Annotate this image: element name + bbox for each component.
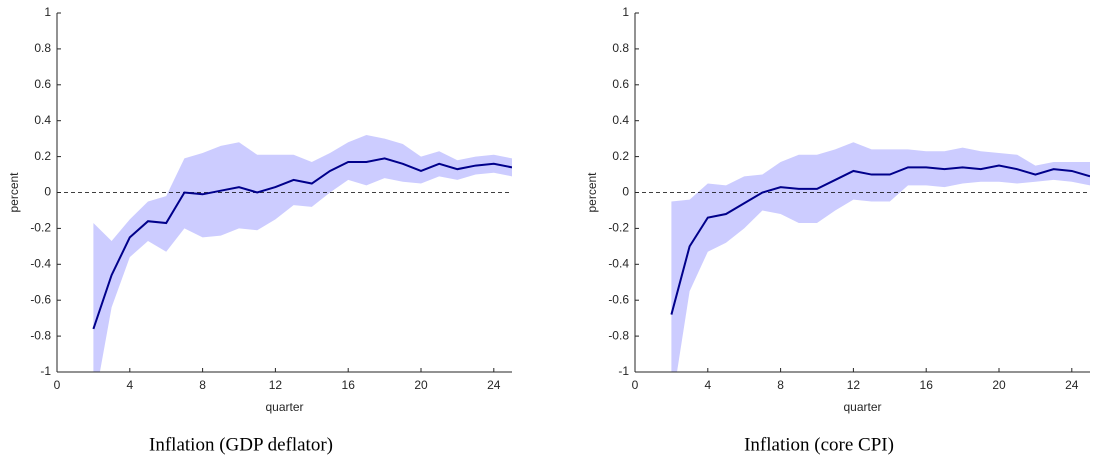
chart: -1 -0.8 -0.6 -0.4 -0.2 0 0.2 0.4 0.6 0.8 1 0 4 8 12 16 2…	[585, 5, 1090, 455]
x-tick-label: 4	[126, 378, 133, 392]
x-tick-label: 0	[632, 378, 639, 392]
x-axis-label: quarter	[265, 400, 303, 414]
x-tick-label: 20	[992, 378, 1006, 392]
line	[92, 157, 512, 330]
chart: -1 -0.8 -0.6 -0.4 -0.2 0 0.2 0.4 0.6 0.8 1 0 4 8 12 16 2…	[7, 5, 512, 455]
y-tick-label: -0.8	[608, 328, 629, 342]
y-tick-label: -0.4	[608, 256, 629, 270]
y-tick-label: -1	[618, 364, 629, 378]
y-tick-label: 0.6	[34, 77, 51, 91]
y-tick-label: 0.4	[612, 113, 629, 127]
x-tick-label: 0	[54, 378, 61, 392]
y-tick-label: -0.6	[30, 292, 51, 306]
x-tick-label: 8	[777, 378, 784, 392]
y-tick-label: -0.2	[608, 221, 629, 235]
x-tick-label: 20	[414, 378, 428, 392]
x-tick-label: 16	[342, 378, 356, 392]
confidence-band	[93, 135, 512, 372]
chart-title: Inflation (core CPI)	[744, 434, 894, 455]
y-tick-label: -0.4	[30, 256, 51, 270]
x-axis-label: quarter	[843, 400, 881, 414]
x-tick-label: 12	[847, 378, 861, 392]
x-tick-label: 8	[199, 378, 206, 392]
y-axis-label: percent	[7, 172, 21, 213]
x-tick-label: 12	[269, 378, 283, 392]
y-tick-label: 0	[622, 185, 629, 199]
y-tick-label: -0.8	[30, 328, 51, 342]
y-tick-label: 0.4	[34, 113, 51, 127]
y-tick-label: -1	[40, 364, 51, 378]
y-axis-label: percent	[585, 172, 599, 213]
y-tick-label: 0	[44, 185, 51, 199]
y-tick-label: 0.6	[612, 77, 629, 91]
plot-area	[57, 135, 512, 372]
y-tick-label: 0.8	[612, 41, 629, 55]
x-tick-label: 24	[487, 378, 501, 392]
x-tick-label: 16	[920, 378, 934, 392]
y-tick-label: 0.2	[34, 149, 51, 163]
x-tick-label: 24	[1065, 378, 1079, 392]
y-tick-label: 1	[44, 5, 51, 19]
y-tick-label: -0.2	[30, 221, 51, 235]
plot-area	[635, 142, 1090, 372]
y-tick-label: -0.6	[608, 292, 629, 306]
chart-title: Inflation (GDP deflator)	[149, 434, 333, 455]
confidence-band	[671, 142, 1090, 372]
y-tick-label: 1	[622, 5, 629, 19]
y-tick-label: 0.8	[34, 41, 51, 55]
x-tick-label: 4	[704, 378, 711, 392]
y-tick-label: 0.2	[612, 149, 629, 163]
line	[670, 164, 1090, 315]
